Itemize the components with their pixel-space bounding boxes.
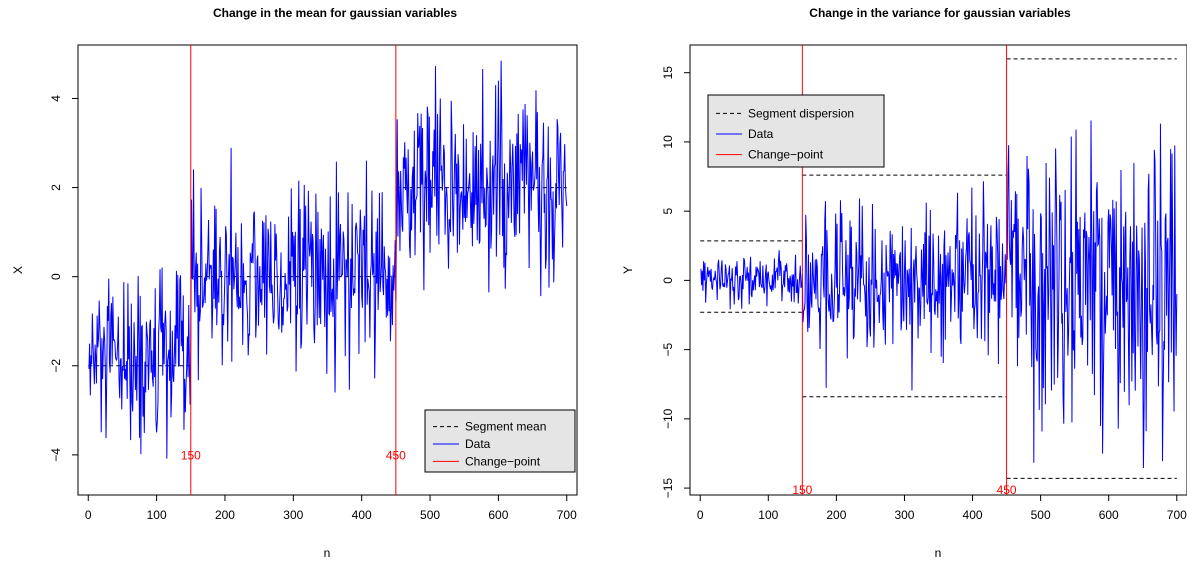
legend-entry-label: Segment dispersion [748,106,854,120]
chart-title: Change in the mean for gaussian variable… [213,6,457,20]
chart-title: Change in the variance for gaussian vari… [809,6,1071,20]
data-series-line [700,120,1178,468]
x-tick-label: 700 [557,508,577,522]
x-tick-label: 200 [215,508,235,522]
x-tick-label: 0 [85,508,92,522]
legend: Segment dispersion Data Change−point [707,94,885,168]
legend-entry-label: Segment mean [465,420,546,434]
x-tick-label: 300 [894,508,914,522]
changepoint-label: 450 [386,448,406,462]
x-tick-label: 500 [1031,508,1051,522]
y-tick-label: 0 [49,273,63,280]
x-tick-label: 400 [352,508,372,522]
y-tick-label: 5 [661,207,675,214]
y-tick-label: 0 [661,277,675,284]
x-axis-label: n [935,546,942,560]
changepoint-lines: 150 450 [181,45,406,495]
x-tick-label: 100 [147,508,167,522]
data-series-line [88,60,568,459]
x-tick-label: 100 [758,508,778,522]
x-tick-label: 400 [963,508,983,522]
legend-entry-label: Change−point [465,454,541,468]
x-tick-label: 600 [1099,508,1119,522]
y-tick-label: −2 [49,359,63,373]
y-tick-label: 10 [661,135,675,149]
plot-frame [77,44,578,496]
changepoint-label: 150 [181,448,201,462]
y-tick-label: −5 [661,342,675,356]
segment-dispersion-lines [700,58,1177,479]
x-tick-label: 200 [826,508,846,522]
axes: 0 100 200 300 400 500 600 700 −15 −10 −5 0 5 10 15 [661,66,1187,522]
x-tick-label: 0 [697,508,704,522]
x-tick-label: 600 [488,508,508,522]
changepoint-label: 150 [792,483,812,497]
axes: 0 100 200 300 400 500 600 700 −4 −2 0 2 4 [49,95,577,522]
x-axis-label: n [324,546,331,560]
legend-entry-label: Data [748,127,774,141]
plot-frame [689,44,1187,496]
legend-entry-label: Data [465,437,491,451]
legend-entry-label: Change−point [748,148,824,162]
mean-change-chart: Change in the mean for gaussian variable… [11,6,578,560]
x-tick-label: 500 [420,508,440,522]
y-tick-label: −4 [49,448,63,462]
changepoint-label: 450 [997,483,1017,497]
x-tick-label: 700 [1167,508,1187,522]
legend: Segment mean Data Change−point [424,409,576,473]
x-tick-label: 300 [283,508,303,522]
y-tick-label: 4 [49,95,63,102]
y-tick-label: −10 [661,408,675,429]
y-tick-label: −15 [661,478,675,499]
y-axis-label: Y [621,266,635,274]
variance-change-chart: Change in the variance for gaussian vari… [621,6,1187,560]
y-axis-label: X [11,266,25,274]
y-tick-label: 2 [49,184,63,191]
y-tick-label: 15 [661,66,675,80]
